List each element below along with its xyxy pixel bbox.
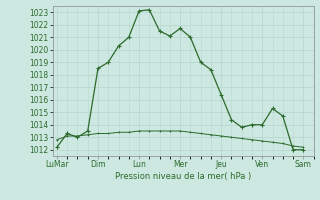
X-axis label: Pression niveau de la mer( hPa ): Pression niveau de la mer( hPa ) xyxy=(115,172,251,181)
